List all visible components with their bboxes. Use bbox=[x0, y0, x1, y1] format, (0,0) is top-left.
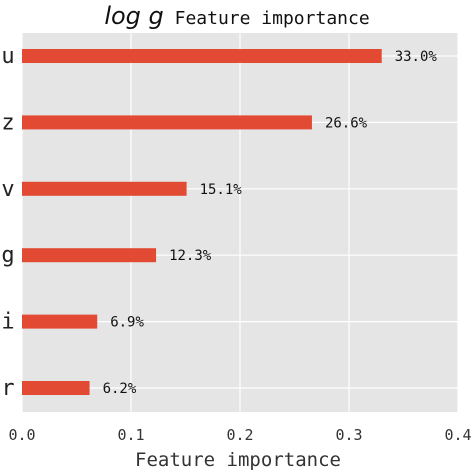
data-labels: 33.0% 26.6% 15.1% 12.3% 6.9% 6.2% bbox=[103, 49, 438, 397]
bars bbox=[22, 49, 382, 395]
bar-i bbox=[22, 314, 98, 329]
x-tick-label: 0.3 bbox=[335, 426, 362, 444]
y-tick-label-r: r bbox=[1, 376, 14, 401]
chart-title-text: Feature importance bbox=[164, 8, 370, 29]
bar-u bbox=[22, 49, 382, 63]
data-label-i: 6.9% bbox=[110, 315, 144, 331]
chart-title: log g Feature importance bbox=[104, 2, 369, 30]
x-tick-label: 0.0 bbox=[8, 426, 35, 444]
data-label-z: 26.6% bbox=[325, 115, 368, 131]
y-tick-label-v: v bbox=[1, 177, 14, 202]
x-tick-label: 0.4 bbox=[444, 426, 471, 444]
x-tick-labels: 0.0 0.1 0.2 0.3 0.4 bbox=[8, 426, 471, 444]
y-tick-label-i: i bbox=[1, 310, 14, 335]
data-label-v: 15.1% bbox=[200, 182, 243, 198]
bar-r bbox=[22, 381, 90, 395]
bar-g bbox=[22, 248, 157, 263]
x-tick-label: 0.2 bbox=[226, 426, 253, 444]
bar-v bbox=[22, 181, 187, 196]
data-label-r: 6.2% bbox=[103, 381, 137, 397]
y-tick-label-z: z bbox=[1, 110, 14, 135]
y-tick-label-g: g bbox=[1, 243, 14, 268]
chart-title-math: log g bbox=[104, 2, 163, 30]
bar-z bbox=[22, 115, 312, 130]
y-tick-labels: u z v g i r bbox=[1, 44, 14, 401]
y-tick-label-u: u bbox=[1, 44, 14, 69]
x-axis-label: Feature importance bbox=[135, 449, 341, 471]
x-tick-label: 0.1 bbox=[117, 426, 144, 444]
data-label-u: 33.0% bbox=[395, 49, 438, 65]
data-label-g: 12.3% bbox=[169, 248, 212, 264]
